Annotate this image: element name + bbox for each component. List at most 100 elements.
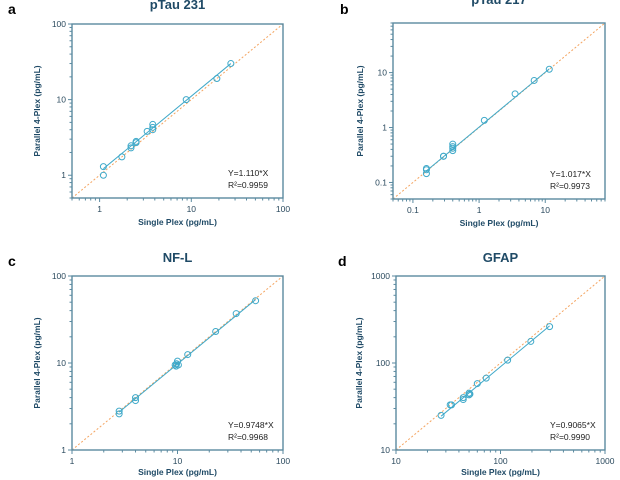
x-tick-label: 1000 <box>596 456 615 466</box>
data-point <box>422 170 430 178</box>
x-tick-label: 100 <box>493 456 507 466</box>
r-squared: R²=0.9973 <box>550 181 590 191</box>
chart-title: NF-L <box>163 250 193 265</box>
y-tick-label: 100 <box>52 19 66 29</box>
x-tick-label: 0.1 <box>407 205 419 215</box>
data-point <box>545 65 553 73</box>
data-point <box>212 328 220 336</box>
data-point <box>437 411 445 419</box>
y-tick-label: 10 <box>378 68 388 78</box>
x-tick-label: 10 <box>391 456 401 466</box>
fit-line <box>426 68 550 172</box>
data-point <box>132 394 140 402</box>
fit-equation: Y=0.9065*X <box>550 420 596 430</box>
y-tick-label: 1 <box>382 123 387 133</box>
data-point <box>422 166 430 174</box>
panel-a: a pTau 231 1 10 100 1 10 100 Single Plex (pg/mL)… <box>8 0 290 227</box>
data-point <box>118 153 126 161</box>
data-point <box>174 361 182 369</box>
x-axis-label: Single Plex (pg/mL) <box>460 218 539 228</box>
data-point <box>132 137 140 145</box>
data-point <box>227 60 235 68</box>
y-tick-label: 1000 <box>371 271 390 281</box>
data-point <box>449 140 457 148</box>
y-axis-label: Parallel 4-Plex (pg/mL) <box>354 317 364 408</box>
x-tick-label: 1 <box>70 456 75 466</box>
identity-line <box>72 24 283 198</box>
panel-letter: b <box>340 1 349 17</box>
panel-d: d GFAP 10 100 1000 10 100 1000 Single Plex (pg/m… <box>338 250 615 477</box>
data-point <box>480 116 488 124</box>
x-tick-label: 10 <box>541 205 551 215</box>
data-point <box>466 390 474 398</box>
data-point <box>149 120 157 128</box>
panel-letter: d <box>338 253 347 269</box>
fit-line <box>440 325 550 417</box>
fit-equation: Y=1.017*X <box>550 169 591 179</box>
y-tick-label: 10 <box>57 358 67 368</box>
y-axis-label: Parallel 4-Plex (pg/mL) <box>32 317 42 408</box>
fit-line <box>103 63 232 170</box>
data-point <box>115 407 123 415</box>
data-point <box>449 143 457 151</box>
data-point <box>115 410 123 418</box>
data-point <box>482 374 490 382</box>
data-point <box>546 323 554 331</box>
y-tick-label: 0.1 <box>375 177 387 187</box>
fit-line <box>118 299 256 413</box>
data-point <box>527 337 535 345</box>
data-point <box>440 152 448 160</box>
y-tick-label: 10 <box>57 95 67 105</box>
data-point <box>449 147 457 155</box>
panel-c: c NF-L 1 10 100 1 10 100 Single Plex (pg/mL) Para… <box>8 250 290 477</box>
panel-letter: c <box>8 253 16 269</box>
data-point <box>149 123 157 131</box>
data-point <box>171 361 179 369</box>
data-point <box>448 401 456 409</box>
x-tick-label: 1 <box>477 205 482 215</box>
chart-title: pTau 217 <box>471 0 526 7</box>
data-point <box>465 391 473 399</box>
data-point <box>511 90 519 98</box>
data-point <box>473 380 481 388</box>
x-axis-label: Single Plex (pg/mL) <box>138 217 217 227</box>
identity-line <box>396 276 605 450</box>
chart-title: GFAP <box>483 250 519 265</box>
r-squared: R²=0.9959 <box>228 180 268 190</box>
data-point <box>184 351 192 359</box>
fit-equation: Y=0.9748*X <box>228 420 274 430</box>
x-axis-label: Single Plex (pg/mL) <box>138 467 217 477</box>
y-axis-label: Parallel 4-Plex (pg/mL) <box>355 65 365 156</box>
r-squared: R²=0.9968 <box>228 432 268 442</box>
y-tick-label: 100 <box>52 271 66 281</box>
data-point <box>232 310 240 318</box>
y-tick-label: 1 <box>61 170 66 180</box>
y-axis-label: Parallel 4-Plex (pg/mL) <box>32 65 42 156</box>
data-point <box>99 171 107 179</box>
x-tick-label: 10 <box>187 204 197 214</box>
data-point <box>127 142 135 150</box>
data-point <box>99 163 107 171</box>
data-point <box>459 396 467 404</box>
y-tick-label: 100 <box>376 358 390 368</box>
r-squared: R²=0.9990 <box>550 432 590 442</box>
y-tick-label: 10 <box>381 445 391 455</box>
x-tick-label: 10 <box>173 456 183 466</box>
data-point <box>459 394 467 402</box>
data-point <box>149 126 157 134</box>
x-tick-label: 100 <box>276 204 290 214</box>
panel-letter: a <box>8 1 16 17</box>
x-axis-label: Single Plex (pg/mL) <box>461 467 540 477</box>
data-point <box>174 357 181 365</box>
data-point <box>182 96 190 104</box>
chart-title: pTau 231 <box>150 0 205 12</box>
data-point <box>530 76 538 84</box>
x-tick-label: 100 <box>276 456 290 466</box>
fit-equation: Y=1.110*X <box>228 168 269 178</box>
x-tick-label: 1 <box>97 204 102 214</box>
data-point <box>213 75 221 83</box>
data-point <box>504 356 512 364</box>
data-point <box>132 397 140 405</box>
